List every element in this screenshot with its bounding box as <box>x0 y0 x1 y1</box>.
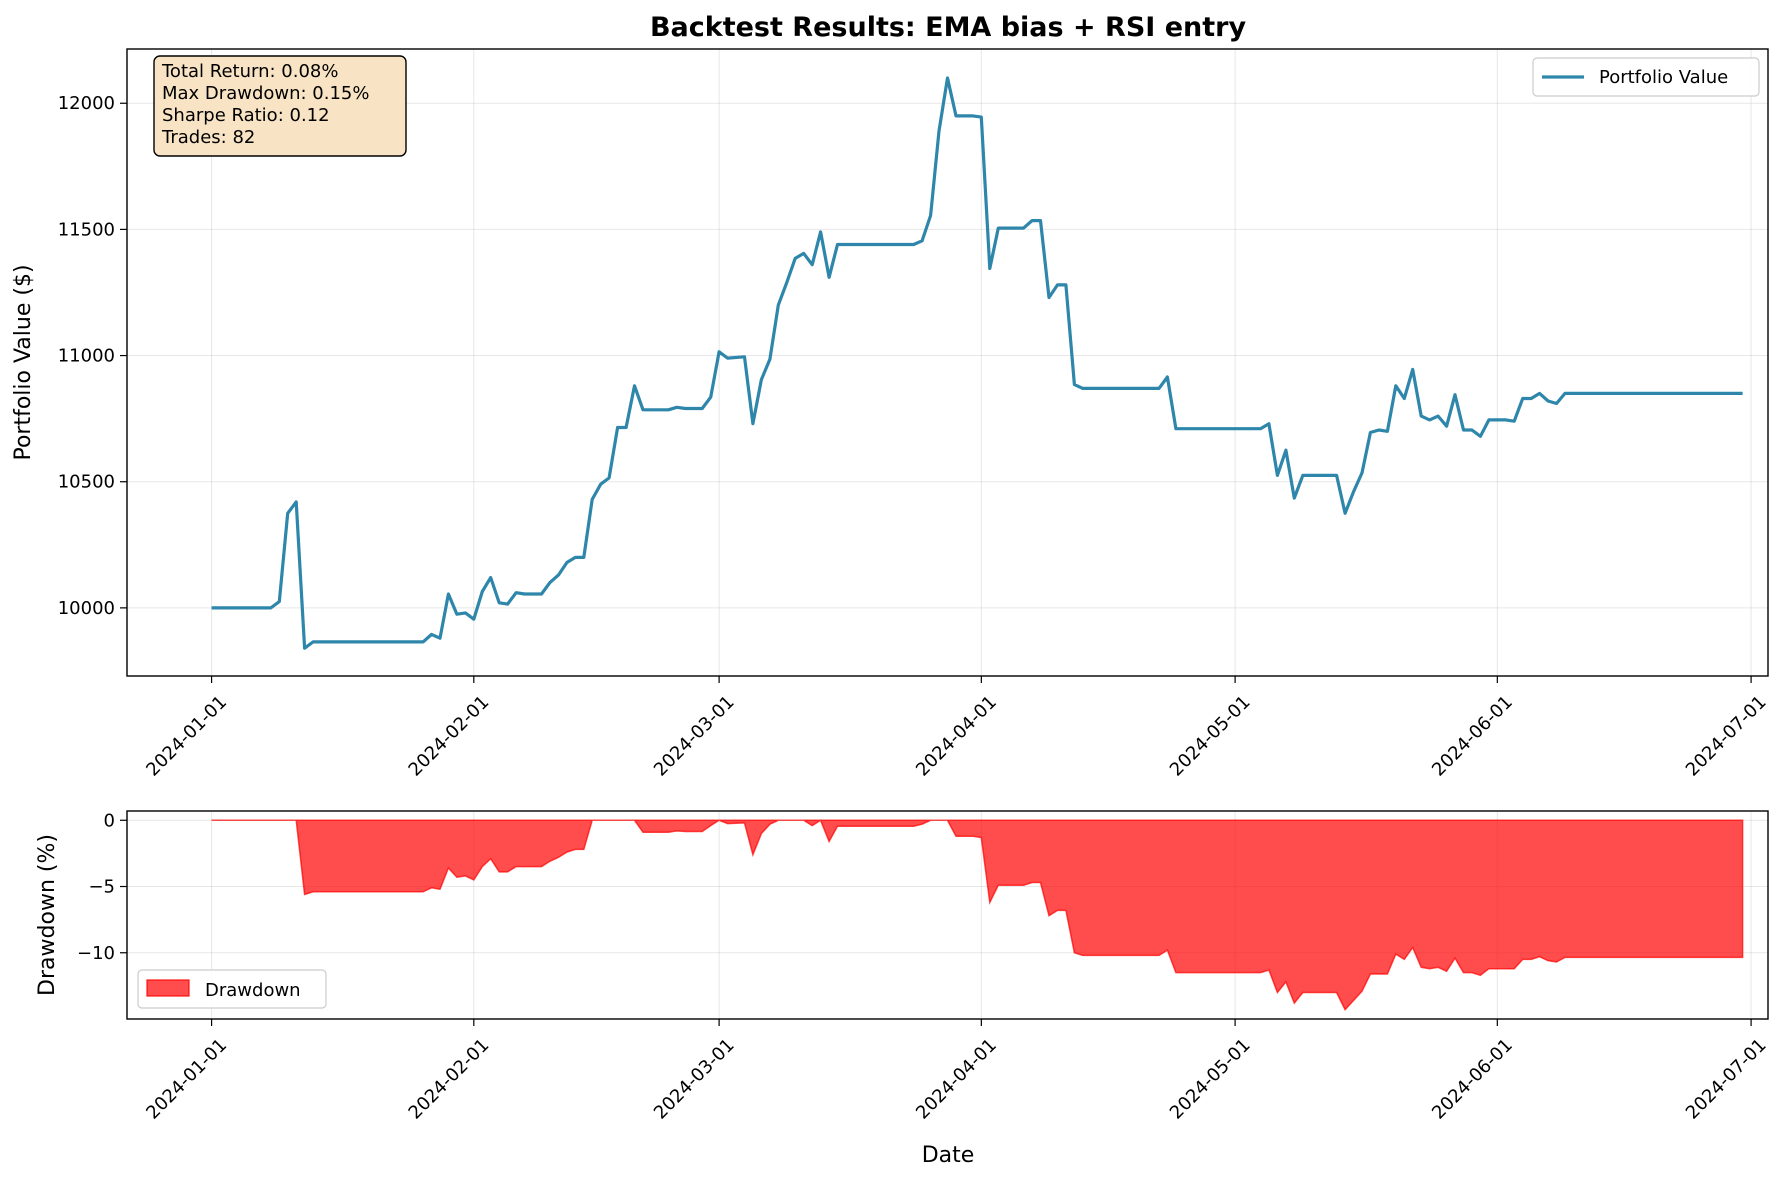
x-tick-label: 2024-03-01 <box>650 692 739 781</box>
drawdown-legend-swatch <box>146 979 190 997</box>
y-tick-label: 10500 <box>58 472 115 493</box>
x-tick-label: 2024-07-01 <box>1682 1035 1771 1124</box>
stats-max-drawdown: Max Drawdown: 0.15% <box>162 83 369 104</box>
portfolio-legend: Portfolio Value <box>1532 57 1760 97</box>
y-tick-label: 10000 <box>58 598 115 619</box>
drawdown-area <box>211 819 1744 1012</box>
portfolio-y-ticks: 10000 10500 11000 11500 12000 <box>58 93 127 619</box>
stats-total-return: Total Return: 0.08% <box>161 61 338 82</box>
stats-box-background <box>153 55 407 157</box>
drawdown-x-axis-label: Date <box>922 1143 975 1168</box>
x-tick-label: 2024-06-01 <box>1428 1035 1517 1124</box>
y-tick-label: −10 <box>77 943 115 964</box>
portfolio-x-ticks: 2024-01-01 2024-02-01 2024-03-01 2024-04-01… <box>142 676 1771 781</box>
chart-title: Backtest Results: EMA bias + RSI entry <box>650 12 1247 43</box>
stats-trades: Trades: 82 <box>161 127 255 148</box>
x-tick-label: 2024-05-01 <box>1166 1035 1255 1124</box>
drawdown-y-axis-label: Drawdown (%) <box>35 834 60 996</box>
portfolio-axes-frame <box>126 48 1769 677</box>
portfolio-legend-label: Portfolio Value <box>1599 67 1728 88</box>
x-tick-label: 2024-02-01 <box>405 692 494 781</box>
drawdown-legend: Drawdown <box>137 969 327 1009</box>
drawdown-legend-label: Drawdown <box>205 980 301 1001</box>
y-tick-label: 12000 <box>58 93 115 114</box>
portfolio-value-line <box>211 76 1743 650</box>
x-tick-label: 2024-04-01 <box>912 1035 1001 1124</box>
x-tick-label: 2024-06-01 <box>1428 692 1517 781</box>
x-tick-label: 2024-05-01 <box>1166 692 1255 781</box>
drawdown-y-ticks: 0 −5 −10 <box>77 810 127 964</box>
y-tick-label: 11500 <box>58 219 115 240</box>
y-tick-label: −5 <box>88 877 115 898</box>
x-tick-label: 2024-01-01 <box>142 692 231 781</box>
x-tick-label: 2024-01-01 <box>142 1035 231 1124</box>
x-tick-label: 2024-07-01 <box>1682 692 1771 781</box>
drawdown-panel: 0−5−10 2024-01-01 2024-02-01 2024-03-01 202… <box>35 810 1771 1168</box>
portfolio-legend-frame <box>1532 57 1760 97</box>
x-tick-label: 2024-03-01 <box>650 1035 739 1124</box>
y-tick-label: 0 <box>104 810 115 831</box>
stats-sharpe-ratio: Sharpe Ratio: 0.12 <box>162 105 330 126</box>
x-tick-label: 2024-02-01 <box>405 1035 494 1124</box>
y-tick-label: 11000 <box>58 346 115 367</box>
x-tick-label: 2024-04-01 <box>912 692 1001 781</box>
drawdown-x-ticks: 2024-01-01 2024-02-01 2024-03-01 2024-04-01… <box>142 1019 1771 1124</box>
portfolio-y-axis-label: Portfolio Value ($) <box>11 264 36 460</box>
stats-box: Total Return: 0.08% Max Drawdown: 0.15% … <box>153 55 407 157</box>
drawdown-axes-frame <box>126 810 1769 1020</box>
